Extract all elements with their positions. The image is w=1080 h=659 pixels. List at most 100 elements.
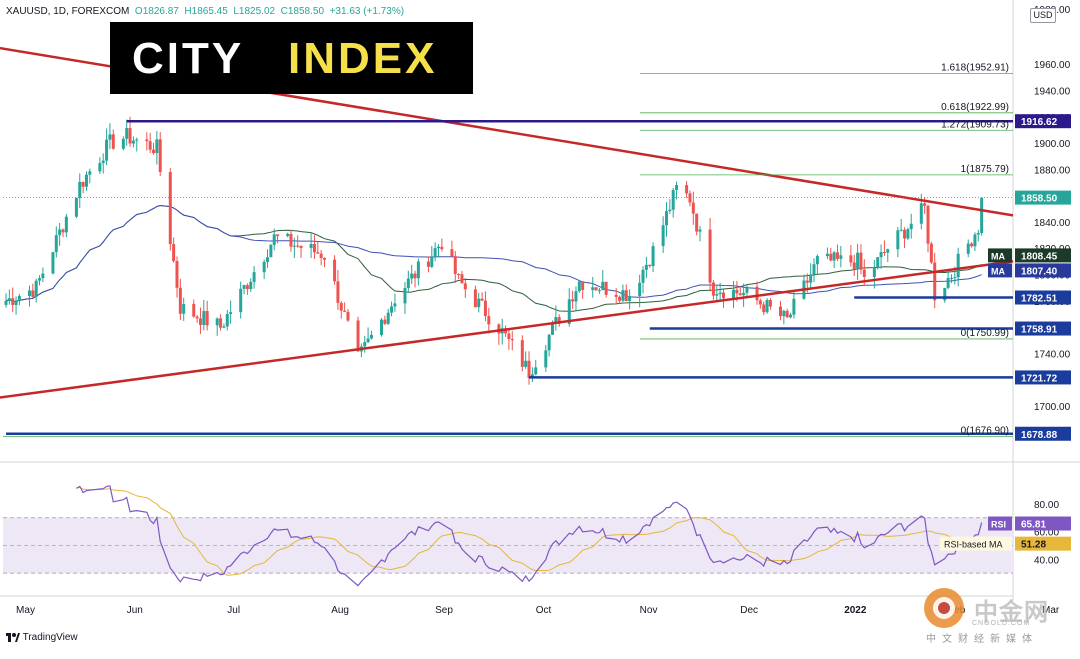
candle-body <box>688 193 692 203</box>
candle-body <box>11 298 15 305</box>
candle-body <box>755 286 759 301</box>
candle-body <box>919 203 923 224</box>
candle-body <box>792 298 796 315</box>
price-level-label: 1782.51 <box>1021 294 1058 305</box>
tradingview-label: TradingView <box>22 632 78 643</box>
candle-body <box>363 342 367 347</box>
candle-body <box>58 229 62 236</box>
candle-body <box>711 282 715 296</box>
price-level-tag <box>1015 370 1071 385</box>
time-axis-label: Nov <box>640 605 658 616</box>
candle-body <box>664 211 668 226</box>
ma-name-tag <box>988 248 1012 263</box>
ohlc-open: O1826.87 <box>134 6 179 17</box>
candle-body <box>403 288 407 304</box>
candle-body <box>829 253 833 261</box>
candle-body <box>266 257 270 263</box>
candle-body <box>84 174 88 187</box>
candle-body <box>527 360 531 378</box>
ma-name-tag <box>988 263 1012 278</box>
tradingview-brand: TradingView <box>6 632 78 643</box>
candle-body <box>899 229 903 231</box>
candle-body <box>661 225 665 247</box>
candle-body <box>413 273 417 279</box>
candle-body <box>433 248 437 257</box>
candle-body <box>105 139 109 161</box>
candle-body <box>101 160 105 164</box>
candle-body <box>152 149 156 154</box>
candle-body <box>581 281 585 290</box>
candle-body <box>758 300 762 305</box>
candle-body <box>651 246 655 267</box>
candle-body <box>215 318 219 326</box>
time-axis-label: Dec <box>740 605 758 616</box>
currency-button[interactable]: USD <box>1030 8 1056 23</box>
candle-body <box>778 306 782 317</box>
ohlc-change: +31.63 (+1.73%) <box>329 6 405 17</box>
candle-body <box>862 269 866 277</box>
candle-body <box>276 234 280 237</box>
candle-body <box>554 317 558 324</box>
candle-body <box>668 209 672 212</box>
time-axis-label: Mar <box>1042 605 1060 616</box>
candle-body <box>614 294 618 297</box>
candle-body <box>483 300 487 317</box>
candle-body <box>876 257 880 269</box>
candle-body <box>410 273 414 279</box>
rsi-ma-value-label: 51.28 <box>1021 540 1046 551</box>
candle-body <box>691 202 695 214</box>
candle-body <box>430 256 434 267</box>
candle-body <box>923 203 927 206</box>
candle-body <box>426 261 430 267</box>
candle-body <box>333 259 337 282</box>
candle-body <box>805 280 809 283</box>
candle-body <box>762 304 766 313</box>
price-tick-label: 1840.00 <box>1034 218 1071 229</box>
candle-body <box>577 281 581 292</box>
candle-body <box>980 197 984 234</box>
candle-body <box>644 264 648 270</box>
candle-body <box>886 249 890 253</box>
price-tick-label: 1940.00 <box>1034 86 1071 97</box>
candle-body <box>879 252 883 258</box>
ma-100-line <box>5 204 982 302</box>
candle-body <box>158 139 162 173</box>
candle-body <box>252 272 256 282</box>
candle-body <box>675 185 679 190</box>
candle-body <box>380 319 384 335</box>
watermark-tagline: 中文财经新媒体 <box>926 634 1038 645</box>
candle-body <box>929 243 933 263</box>
candle-body <box>906 229 910 239</box>
time-axis-label: May <box>16 605 35 616</box>
candle-body <box>621 290 625 301</box>
candle-body <box>121 138 125 149</box>
candle-body <box>182 304 186 314</box>
city-index-logo-mark: CITY INDEX <box>132 34 434 83</box>
candle-body <box>534 367 538 375</box>
candle-body <box>520 340 524 367</box>
candle-body <box>909 223 913 230</box>
candle-body <box>530 374 534 378</box>
candle-body <box>698 229 702 232</box>
ohlc-high: H1865.45 <box>184 6 228 17</box>
fib-level-label: 1.618(1952.91) <box>941 62 1009 73</box>
candle-body <box>721 292 725 299</box>
candle-body <box>38 278 42 281</box>
candle-body <box>718 292 722 295</box>
candle-body <box>31 290 35 297</box>
candle-body <box>286 233 290 237</box>
cngold-logo-icon <box>924 588 964 628</box>
price-level-tag <box>1015 426 1071 441</box>
candle-body <box>249 281 253 290</box>
candle-body <box>7 298 11 301</box>
price-tick-label: 1740.00 <box>1034 349 1071 360</box>
candle-body <box>745 286 749 293</box>
candle-body <box>839 255 843 259</box>
candle-body <box>809 274 813 283</box>
candle-body <box>108 134 112 140</box>
candle-body <box>74 197 78 217</box>
candle-body <box>406 278 410 289</box>
candle-body <box>175 261 179 288</box>
candle-body <box>205 311 209 326</box>
